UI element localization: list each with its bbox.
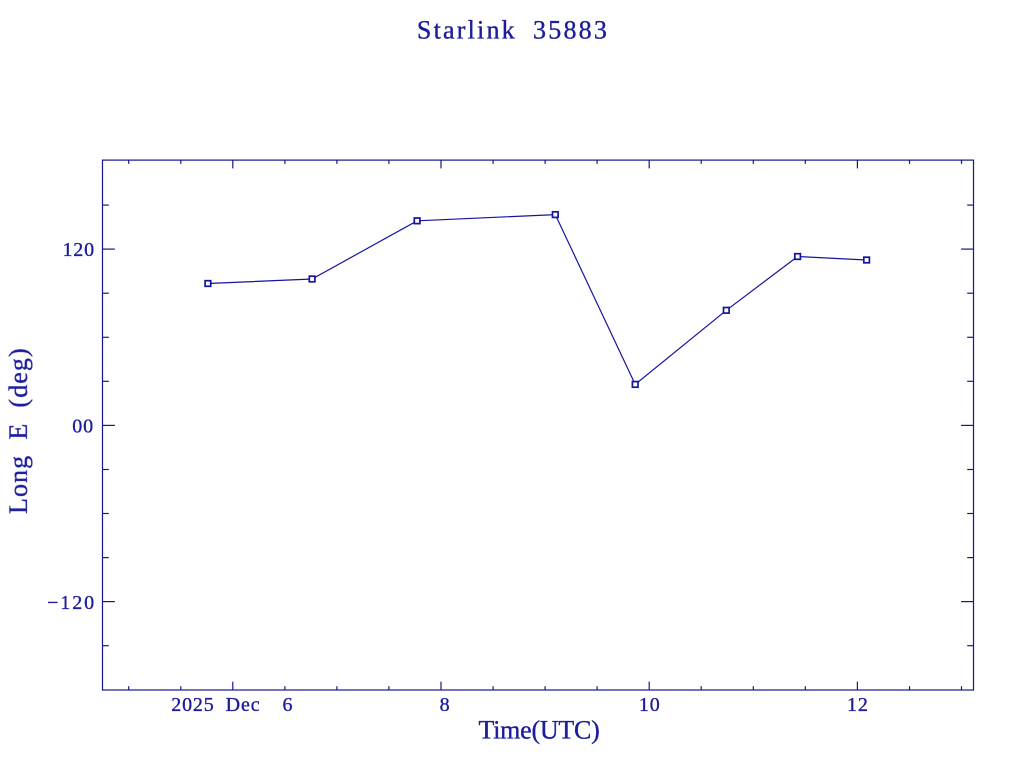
svg-text:2025 Dec 6: 2025 Dec 6 xyxy=(171,694,293,716)
svg-text:00: 00 xyxy=(72,415,94,437)
svg-text:10: 10 xyxy=(639,694,661,716)
svg-text:Time(UTC): Time(UTC) xyxy=(478,716,599,745)
svg-text:120: 120 xyxy=(62,239,95,261)
svg-text:8: 8 xyxy=(440,694,451,716)
svg-text:Long E (deg): Long E (deg) xyxy=(4,347,33,514)
svg-text:Starlink 35883: Starlink 35883 xyxy=(417,16,609,45)
svg-text:12: 12 xyxy=(847,694,869,716)
svg-text:−120: −120 xyxy=(47,592,96,614)
